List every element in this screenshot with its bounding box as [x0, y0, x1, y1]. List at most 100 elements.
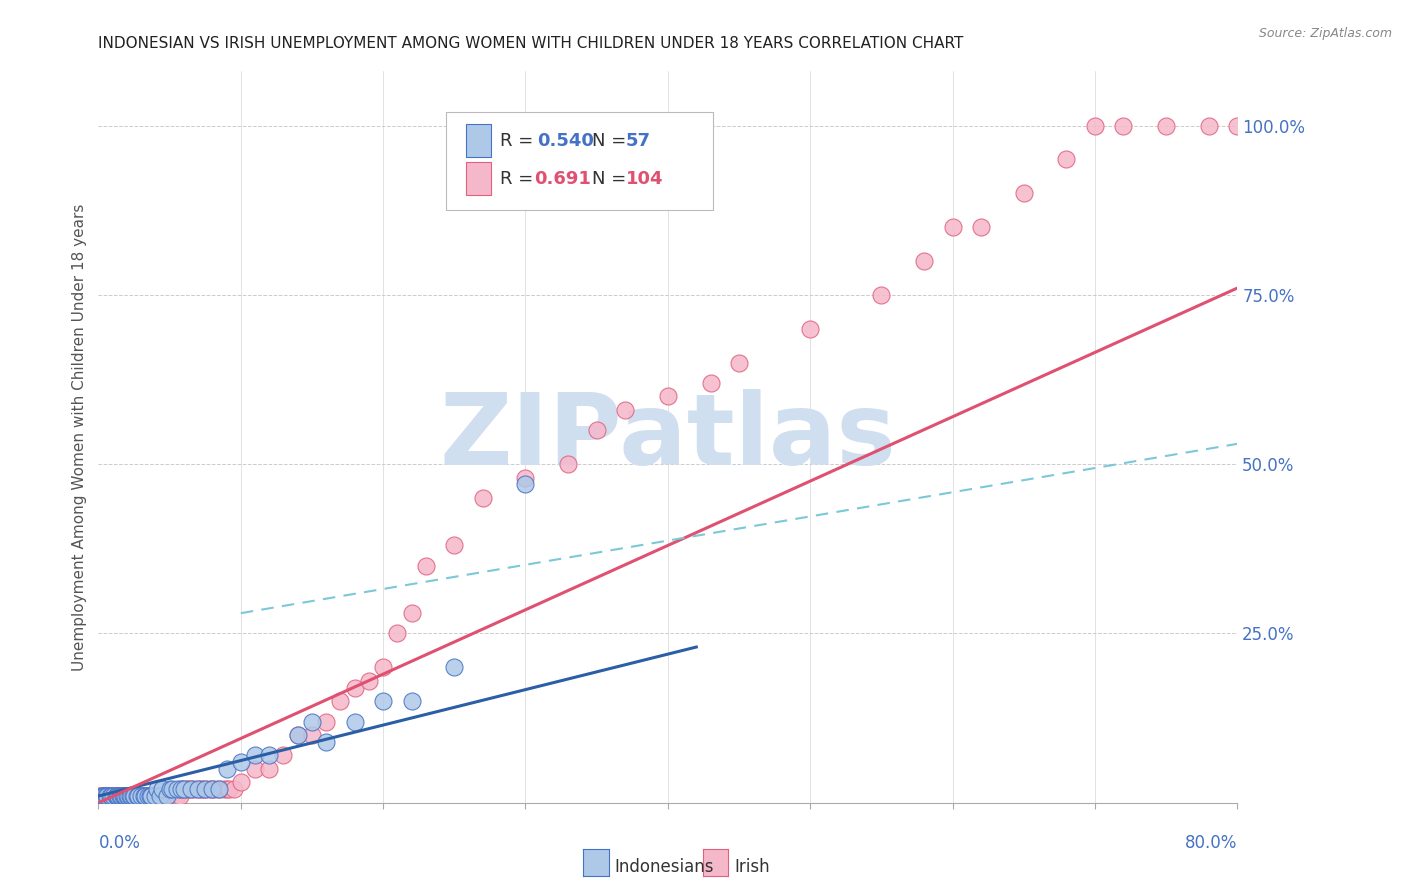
Text: 80.0%: 80.0% [1185, 834, 1237, 852]
Point [112, 789, 135, 803]
Point [121, 789, 143, 803]
Point [105, 789, 128, 803]
Point [173, 782, 195, 797]
Point [107, 789, 129, 803]
Point [120, 789, 142, 803]
Point [259, 748, 281, 763]
Point [699, 376, 721, 390]
Point [1084, 119, 1107, 133]
Point [132, 789, 155, 803]
Point [159, 782, 181, 797]
Point [166, 789, 188, 803]
Point [135, 789, 157, 803]
Point [145, 789, 167, 803]
Point [153, 789, 176, 803]
Point [243, 762, 266, 776]
Point [187, 782, 209, 797]
Point [557, 457, 579, 471]
Point [117, 789, 139, 803]
Point [194, 782, 217, 797]
Point [173, 782, 195, 797]
Point [180, 782, 202, 797]
Point [259, 762, 281, 776]
Point [190, 782, 212, 797]
Point [273, 748, 295, 763]
Point [329, 694, 352, 708]
Point [204, 782, 226, 797]
Point [229, 775, 252, 789]
Point [100, 789, 122, 803]
Point [301, 728, 323, 742]
Y-axis label: Unemployment Among Women with Children Under 18 years: Unemployment Among Women with Children U… [72, 203, 87, 671]
Point [90, 789, 112, 803]
Point [222, 782, 245, 797]
Point [98, 789, 121, 803]
Point [218, 782, 240, 797]
Point [208, 782, 231, 797]
Point [127, 789, 149, 803]
Point [111, 789, 134, 803]
Point [614, 403, 637, 417]
Point [657, 389, 679, 403]
Point [373, 694, 395, 708]
Point [131, 789, 153, 803]
FancyBboxPatch shape [467, 162, 491, 195]
Point [101, 789, 124, 803]
FancyBboxPatch shape [467, 124, 491, 157]
Text: N =: N = [592, 169, 631, 188]
Text: Irish: Irish [734, 858, 769, 876]
Point [471, 491, 494, 505]
Point [1112, 119, 1135, 133]
Point [585, 423, 607, 437]
Point [208, 782, 231, 797]
Point [103, 789, 125, 803]
Point [107, 789, 129, 803]
Point [132, 789, 155, 803]
Point [100, 789, 122, 803]
Point [145, 789, 167, 803]
Point [114, 789, 136, 803]
Point [191, 782, 214, 797]
Point [134, 789, 156, 803]
Point [118, 789, 141, 803]
Point [149, 789, 172, 803]
Point [1226, 119, 1249, 133]
Point [89, 789, 111, 803]
Point [159, 789, 181, 803]
Point [170, 782, 193, 797]
Point [139, 789, 162, 803]
Text: N =: N = [592, 132, 631, 150]
Point [162, 789, 184, 803]
Point [139, 789, 162, 803]
Point [169, 789, 191, 803]
Point [138, 789, 160, 803]
Point [201, 782, 224, 797]
Point [97, 789, 120, 803]
Point [110, 789, 132, 803]
Point [229, 755, 252, 769]
Point [180, 782, 202, 797]
Point [212, 782, 235, 797]
Point [118, 789, 141, 803]
Point [387, 626, 409, 640]
Point [138, 789, 160, 803]
Point [127, 789, 149, 803]
Point [146, 789, 169, 803]
Text: 57: 57 [626, 132, 651, 150]
Point [373, 660, 395, 674]
Point [146, 782, 169, 797]
Point [121, 789, 143, 803]
Point [176, 782, 198, 797]
Point [343, 681, 366, 695]
Text: 0.540: 0.540 [537, 132, 593, 150]
Point [515, 471, 537, 485]
Point [129, 789, 152, 803]
Point [187, 782, 209, 797]
Text: 104: 104 [626, 169, 664, 188]
Point [148, 789, 170, 803]
Point [1056, 153, 1078, 167]
Point [215, 782, 238, 797]
Point [111, 789, 134, 803]
Point [149, 789, 172, 803]
Point [98, 789, 121, 803]
